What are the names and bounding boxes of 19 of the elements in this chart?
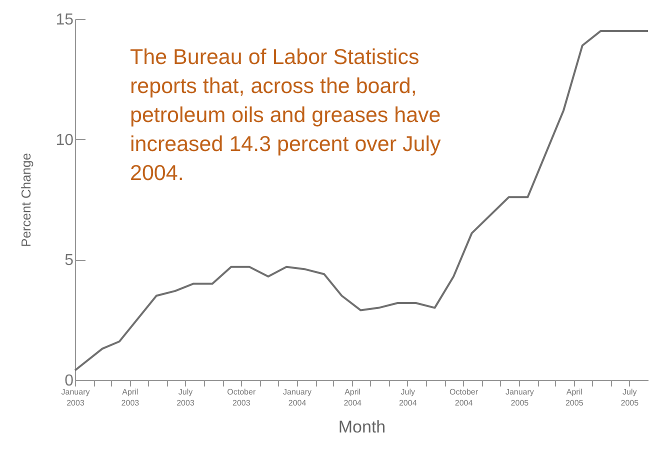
line-series [74,30,649,372]
annotation: The Bureau of Labor Statistics reports that, across the board, petroleum oils and greases have increased 14.3 percent over July 2004. [130,45,441,185]
y-tick-label: 5 [64,252,74,270]
x-tick-label: January 2005 [505,388,534,408]
x-tick-label: October 2004 [450,388,478,408]
x-tick-label: July 2004 [398,388,418,408]
x-tick-label: July 2005 [620,388,640,408]
x-tick-label: January 2003 [61,388,90,408]
x-tick-label: April 2003 [121,388,140,408]
y-tick-label: 15 [56,12,74,28]
y-tick-label: 10 [56,132,74,149]
x-tick-label: January 2004 [283,388,312,408]
x-tick-label: July 2003 [176,388,195,408]
x-tick-label: April 2004 [344,388,362,408]
y-axis-title: Percent Change [18,153,34,247]
x-tick-label: October 2003 [227,388,256,408]
x-tick-label: April 2005 [565,388,584,408]
y-tick-label: 0 [64,372,74,390]
x-axis-title: Month [338,418,386,436]
